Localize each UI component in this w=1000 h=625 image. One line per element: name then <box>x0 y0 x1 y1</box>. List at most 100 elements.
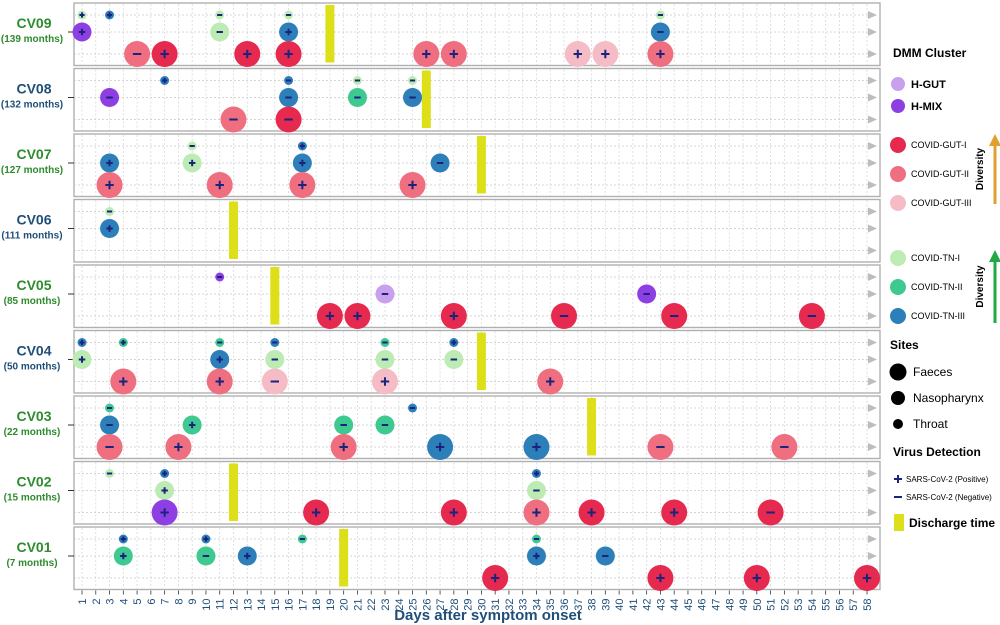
positive-plus-icon <box>451 339 457 346</box>
patient-age-label: (7 months) <box>6 558 57 569</box>
x-tick-label: 9 <box>187 599 199 605</box>
legend-cluster-swatch <box>890 308 906 324</box>
sample-point-nasopharynx <box>526 546 546 566</box>
sample-point-nasopharynx <box>279 22 299 42</box>
legend: DMM Cluster H-GUT H-MIX COVID-GUT-I COVID-GU… <box>889 46 1000 531</box>
positive-plus-icon <box>162 470 168 477</box>
row-arrow-icon <box>868 312 877 320</box>
panel-frame <box>73 395 881 460</box>
row-arrow-icon <box>868 224 877 233</box>
x-tick-label: 32 <box>504 599 516 611</box>
positive-plus-icon <box>587 508 596 517</box>
x-tick-label: 50 <box>752 599 764 611</box>
x-tick-label: 18 <box>311 599 323 611</box>
positive-plus-icon <box>120 552 127 560</box>
positive-plus-icon <box>120 536 126 542</box>
sample-point-faeces <box>661 303 688 329</box>
x-tick-label: 55 <box>821 599 833 611</box>
sample-point-faeces <box>564 41 591 67</box>
legend-cluster-swatch <box>890 166 906 182</box>
discharge-bar <box>476 136 486 194</box>
patient-age-label: (132 months) <box>1 100 63 111</box>
sample-point-faeces <box>330 434 357 460</box>
x-tick-label: 19 <box>325 599 337 611</box>
x-tick-label: 20 <box>339 599 351 611</box>
sample-point-throat <box>105 10 115 20</box>
positive-plus-icon <box>162 77 168 84</box>
sample-point-faeces <box>578 499 605 526</box>
row-arrow-icon <box>868 486 877 495</box>
sample-point-throat <box>201 534 211 544</box>
diversity-arrow-head-icon <box>989 134 1000 146</box>
positive-plus-icon <box>449 49 459 59</box>
x-tick-label: 21 <box>352 599 364 611</box>
sample-point-faeces <box>413 41 440 67</box>
sample-point-nasopharynx <box>375 284 395 304</box>
sample-point-throat <box>284 76 294 85</box>
sample-point-nasopharynx <box>155 481 175 500</box>
x-tick-label: 16 <box>284 599 296 611</box>
sample-point-faeces <box>427 434 454 460</box>
sample-point-nasopharynx <box>100 415 120 435</box>
positive-plus-icon <box>669 508 679 517</box>
legend-cluster-label: COVID-GUT-II <box>911 169 969 179</box>
legend-site-label: Throat <box>913 417 948 431</box>
x-tick-label: 5 <box>132 599 144 605</box>
patient-panel-cv09: CV09 (139 months) <box>1 2 881 67</box>
x-tick-label: 44 <box>669 599 681 611</box>
legend-site-swatch <box>891 391 905 405</box>
patient-id-label: CV05 <box>16 277 51 293</box>
sample-point-faeces <box>124 41 151 67</box>
row-arrow-icon <box>868 469 877 478</box>
positive-plus-icon <box>78 28 86 36</box>
sample-point-throat <box>531 534 541 544</box>
sample-point-nasopharynx <box>100 219 120 238</box>
x-tick-label: 54 <box>807 599 819 611</box>
x-tick-label: 34 <box>531 599 543 611</box>
sample-point-nasopharynx <box>237 546 257 566</box>
legend-site-label: Nasopharynx <box>913 391 984 405</box>
patient-age-label: (111 months) <box>1 231 62 242</box>
sample-point-nasopharynx <box>100 153 120 173</box>
sample-point-nasopharynx <box>100 88 120 107</box>
sample-point-throat <box>77 10 87 20</box>
row-arrow-icon <box>868 552 877 560</box>
legend-discharge-swatch <box>894 514 904 531</box>
x-tick-label: 15 <box>270 599 282 611</box>
sample-point-faeces <box>647 41 674 67</box>
row-arrow-icon <box>868 508 877 517</box>
positive-plus-icon <box>161 487 168 494</box>
x-tick-label: 49 <box>738 599 750 611</box>
legend-cluster-swatch <box>890 250 906 266</box>
discharge-bar <box>270 267 280 325</box>
sample-point-faeces <box>661 499 688 526</box>
patient-panels: CV09 (139 months) CV08 (132 months) CV07 (127… <box>1 2 881 591</box>
row-arrow-icon <box>868 115 877 124</box>
sample-point-throat <box>215 10 225 20</box>
sample-point-nasopharynx <box>444 350 464 369</box>
x-tick-label: 57 <box>848 599 860 611</box>
sample-point-nasopharynx <box>403 88 423 107</box>
patient-panel-cv01: CV01 (7 months) <box>6 526 881 591</box>
positive-plus-icon <box>105 180 114 190</box>
x-tick-label: 13 <box>242 599 254 611</box>
patient-age-label: (15 months) <box>4 493 61 504</box>
sample-point-faeces <box>537 368 564 395</box>
legend-cluster-swatch <box>890 137 906 153</box>
sample-point-faeces <box>771 434 798 460</box>
sample-point-faeces <box>206 368 233 395</box>
positive-plus-icon <box>533 552 540 560</box>
discharge-bar <box>228 463 238 521</box>
positive-plus-icon <box>203 536 209 542</box>
sample-point-faeces <box>523 499 550 526</box>
x-tick-label: 29 <box>463 599 475 611</box>
sample-point-nasopharynx <box>334 415 354 435</box>
sample-point-nasopharynx <box>72 350 92 369</box>
sample-point-faeces <box>261 368 288 395</box>
x-tick-label: 1 <box>77 599 89 605</box>
legend-cluster-label: H-GUT <box>911 79 946 91</box>
x-tick-label: 31 <box>490 599 502 611</box>
sample-point-throat <box>215 272 225 282</box>
sample-point-faeces <box>399 172 426 198</box>
positive-plus-icon <box>243 49 252 59</box>
